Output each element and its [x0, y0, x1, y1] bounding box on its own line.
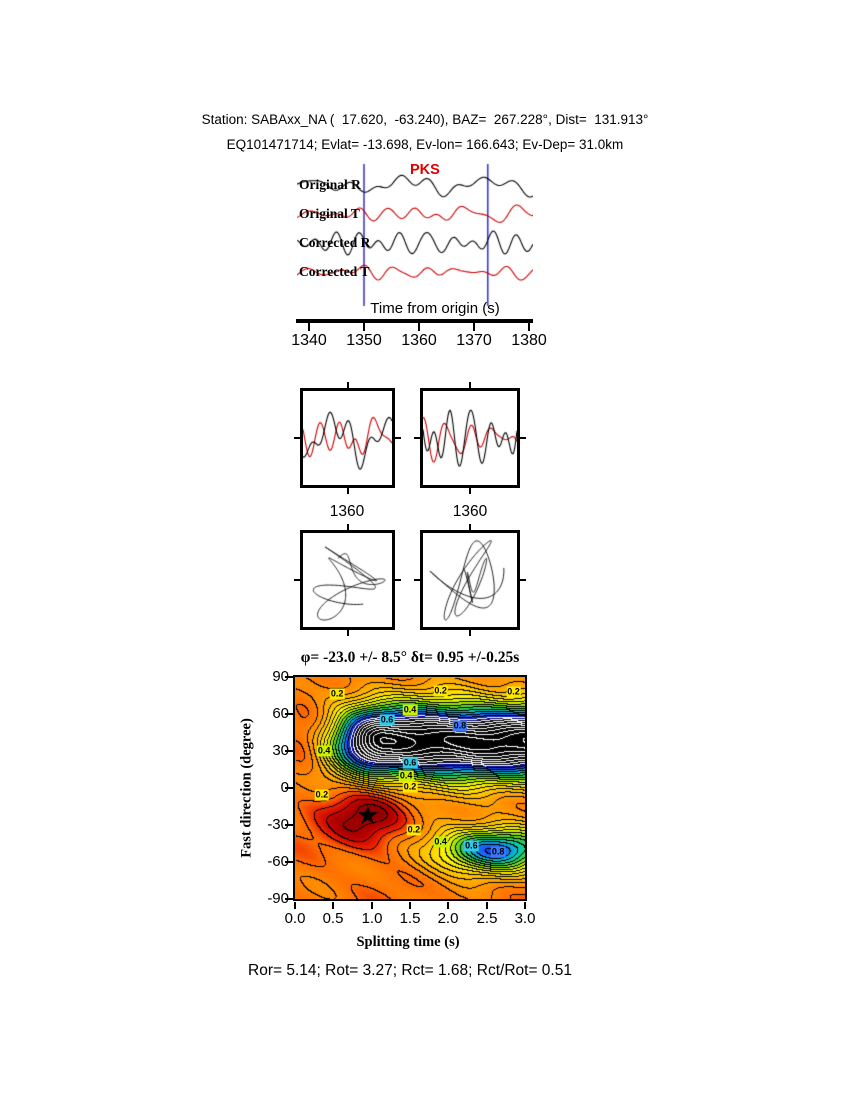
- mini-panel-tick-label: 1360: [452, 503, 488, 520]
- particle-motion-panel-corrected: [414, 524, 526, 636]
- windowed-waveform-panel-corrected: [414, 382, 526, 494]
- x-axis-tick: [486, 902, 488, 909]
- panel-tick: [414, 579, 420, 581]
- panel-tick: [395, 437, 401, 439]
- x-axis-tick: [371, 902, 373, 909]
- trace-label-corrected-t: Corrected T: [299, 264, 370, 279]
- panel-tick: [294, 579, 300, 581]
- contour-label: 0.4: [402, 704, 418, 716]
- panel-tick: [395, 579, 401, 581]
- time-axis-tick-label: 1380: [511, 332, 547, 349]
- x-axis-title: Splitting time (s): [356, 934, 460, 950]
- panel-tick: [469, 630, 471, 636]
- time-axis-tick-label: 1360: [401, 332, 437, 349]
- particle-motion-panel-original: [294, 524, 401, 636]
- x-axis-tick: [447, 902, 449, 909]
- y-axis-title: Fast direction (degree): [238, 718, 255, 858]
- y-tick-label: -30: [267, 816, 289, 833]
- x-tick-label: 1.0: [361, 910, 383, 927]
- particle-motion-canvas-original: [303, 533, 392, 627]
- trace-label-original-t: Original T: [299, 206, 360, 221]
- x-axis-tick: [524, 902, 526, 909]
- y-axis-tick: [285, 861, 293, 863]
- x-tick-label: 3.0: [514, 910, 536, 927]
- windowed-waveform-canvas-corrected: [423, 391, 517, 485]
- panel-tick: [520, 579, 526, 581]
- time-axis-line: [296, 319, 533, 323]
- contour-label: 0.6: [402, 757, 418, 769]
- panel-tick: [520, 437, 526, 439]
- contour-label: 0.6: [379, 714, 395, 726]
- x-axis-tick: [409, 902, 411, 909]
- time-axis-tick: [363, 323, 365, 331]
- y-axis-tick: [285, 750, 293, 752]
- time-axis-tick: [418, 323, 420, 331]
- contour-label: 0.4: [433, 836, 448, 848]
- time-axis-tick: [473, 323, 475, 331]
- y-tick-label: -60: [267, 853, 289, 870]
- windowed-waveform-panel-original: [294, 382, 401, 494]
- y-axis-tick: [285, 787, 293, 789]
- mini-panel-tick-label: 1360: [329, 503, 365, 520]
- panel-tick: [346, 630, 349, 636]
- panel-tick: [346, 488, 349, 494]
- best-solution-star: ★: [356, 800, 380, 831]
- contour-label: 0.2: [406, 824, 422, 836]
- contour-label: 0.2: [506, 686, 521, 698]
- y-axis-tick: [285, 898, 293, 900]
- x-axis-tick: [332, 902, 334, 909]
- y-tick-label: 90: [272, 668, 289, 685]
- seismogram-canvas: [297, 160, 533, 310]
- panel-tick: [469, 524, 471, 530]
- y-axis-tick: [285, 713, 293, 715]
- panel-tick: [346, 524, 349, 530]
- particle-motion-canvas-corrected: [423, 533, 517, 627]
- x-tick-label: 0.0: [284, 910, 306, 927]
- results-line: Ror= 5.14; Rot= 3.27; Rct= 1.68; Rct/Rot…: [248, 962, 572, 979]
- x-tick-label: 0.5: [322, 910, 344, 927]
- x-axis-tick: [294, 902, 296, 909]
- contour-label: 0.2: [433, 685, 448, 697]
- windowed-waveform-canvas-original: [303, 391, 392, 485]
- y-tick-label: -90: [267, 890, 289, 907]
- time-axis-tick-label: 1340: [291, 332, 327, 349]
- contour-label: 0.2: [402, 781, 418, 793]
- x-tick-label: 2.5: [476, 910, 498, 927]
- time-axis-tick-label: 1350: [346, 332, 382, 349]
- time-axis-tick: [308, 323, 310, 331]
- y-axis-tick: [285, 676, 293, 678]
- contour-label: 0.8: [490, 846, 506, 858]
- time-axis-tick-label: 1370: [456, 332, 492, 349]
- time-axis-tick: [528, 323, 530, 331]
- event-info: EQ101471714; Evlat= -13.698, Ev-lon= 166…: [226, 137, 624, 152]
- panel-tick: [469, 382, 471, 388]
- y-tick-label: 60: [272, 705, 289, 722]
- y-tick-label: 0: [244, 779, 289, 796]
- phase-label: PKS: [410, 162, 440, 178]
- trace-label-original-r: Original R: [299, 177, 361, 192]
- contour-title: φ= -23.0 +/- 8.5° δt= 0.95 +/-0.25s: [300, 649, 520, 666]
- panel-tick: [469, 488, 471, 494]
- panel-tick: [294, 437, 300, 439]
- contour-label: 0.2: [314, 789, 330, 801]
- y-axis-tick: [285, 824, 293, 826]
- x-tick-label: 1.5: [399, 910, 421, 927]
- contour-label: 0.2: [329, 688, 345, 700]
- panel-tick: [346, 382, 349, 388]
- contour-label: 0.4: [398, 770, 414, 782]
- panel-tick: [414, 437, 420, 439]
- contour-label: 0.4: [316, 745, 332, 757]
- contour-label: 0.8: [452, 720, 468, 732]
- station-info: Station: SABAxx_NA ( 17.620, -63.240), B…: [201, 112, 649, 127]
- contour-label: 0.6: [464, 840, 479, 852]
- trace-label-corrected-r: Corrected R: [299, 235, 371, 250]
- y-tick-label: 30: [272, 742, 289, 759]
- x-tick-label: 2.0: [437, 910, 459, 927]
- time-axis-label: Time from origin (s): [370, 300, 500, 317]
